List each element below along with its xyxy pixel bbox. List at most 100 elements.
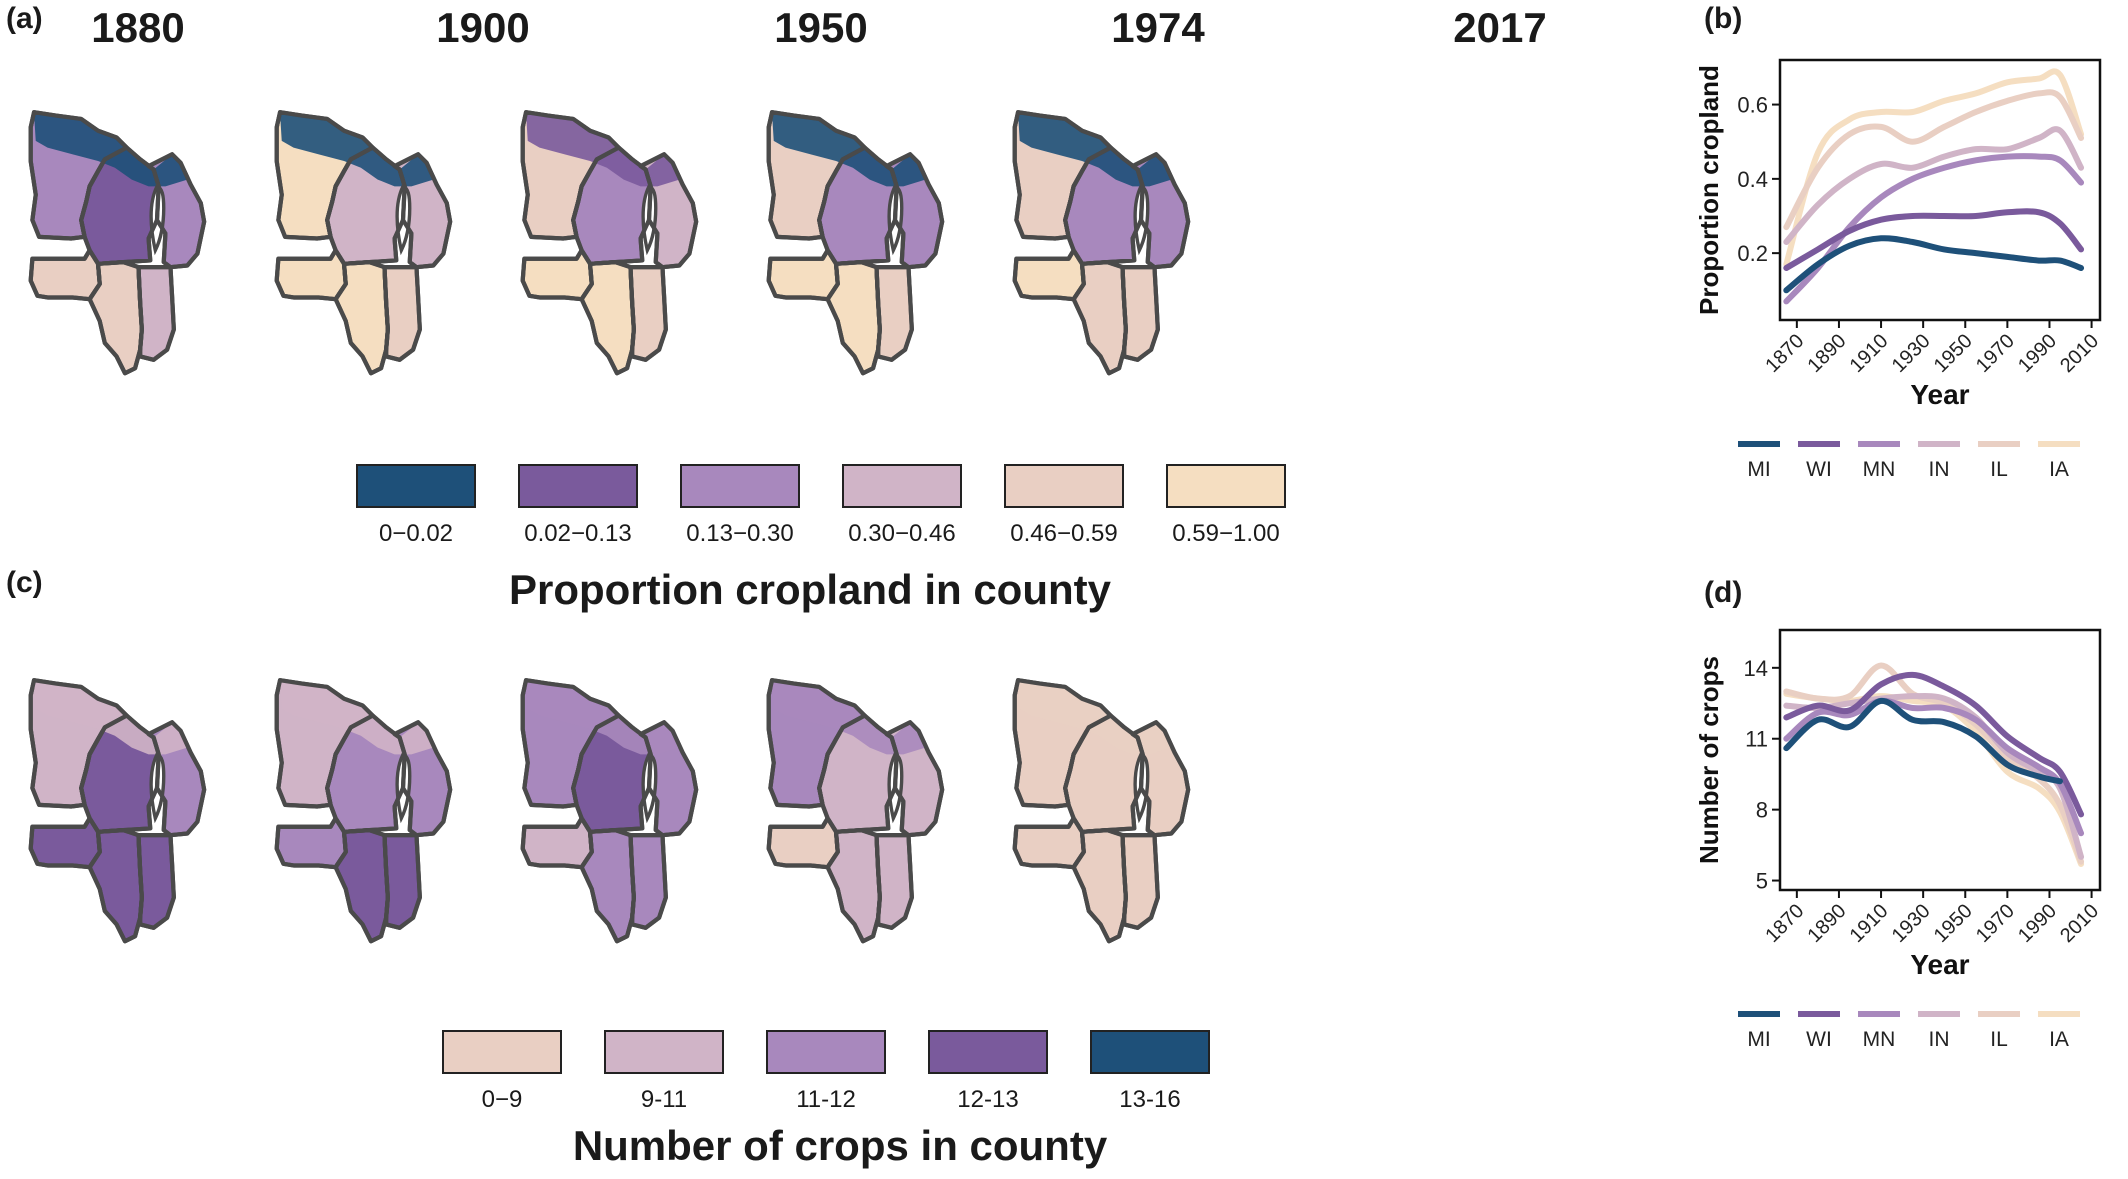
crop-count-legend-label: 12-13 bbox=[957, 1086, 1019, 1113]
legend-label-mi: MI bbox=[1747, 1028, 1770, 1051]
x-tick-label: 1870 bbox=[1761, 900, 1808, 947]
cropland-legend-swatch bbox=[842, 464, 962, 508]
crop-count-legend-swatch bbox=[604, 1030, 724, 1074]
state-map-bottom-1974 bbox=[766, 678, 945, 944]
state-border-in bbox=[382, 833, 422, 930]
y-tick-label: 11 bbox=[1745, 727, 1768, 752]
series-line-ia bbox=[1783, 68, 2085, 268]
cropland-legend-label: 0−0.02 bbox=[378, 520, 454, 547]
x-tick-label: 1950 bbox=[1930, 330, 1977, 377]
state-border-mi bbox=[1130, 720, 1191, 838]
x-tick-label: 1930 bbox=[1888, 900, 1935, 947]
state-border-mi bbox=[638, 152, 699, 270]
plot-frame bbox=[1778, 628, 2102, 892]
year-title-2017: 2017 bbox=[1453, 4, 1547, 51]
series-line-wi bbox=[1783, 671, 2085, 818]
series-line-il bbox=[1783, 89, 2085, 231]
state-map-bottom-2017 bbox=[1012, 678, 1191, 944]
cropland-legend-label: 0.02−0.13 bbox=[524, 520, 632, 547]
crop-count-legend-swatch bbox=[766, 1030, 886, 1074]
cropland-legend-label: 0.46−0.59 bbox=[1010, 520, 1118, 547]
crop-count-legend-swatch bbox=[928, 1030, 1048, 1074]
legend-label-in: IN bbox=[1929, 1028, 1950, 1051]
legend-label-in: IN bbox=[1929, 458, 1950, 481]
x-tick-label: 1990 bbox=[2014, 900, 2061, 947]
cropland-legend-swatch bbox=[356, 464, 476, 508]
x-tick-label: 2010 bbox=[2056, 900, 2103, 947]
x-axis-label: Year bbox=[1910, 949, 1969, 980]
x-tick-label: 1930 bbox=[1888, 330, 1935, 377]
y-tick-label: 0.2 bbox=[1737, 241, 1768, 266]
x-tick-label: 1870 bbox=[1761, 330, 1808, 377]
state-border-in bbox=[874, 833, 914, 930]
state-border-in bbox=[1120, 265, 1160, 362]
legend-label-wi: WI bbox=[1806, 1028, 1832, 1051]
crop-count-legend-swatch bbox=[1090, 1030, 1210, 1074]
cropland-legend-label: 0.13−0.30 bbox=[686, 520, 794, 547]
cropland-legend-swatch bbox=[680, 464, 800, 508]
series-line-mi bbox=[1783, 235, 2085, 294]
y-tick-label: 5 bbox=[1756, 869, 1768, 894]
state-border-mi bbox=[392, 720, 453, 838]
state-map-bottom-1950 bbox=[520, 678, 699, 944]
panel-label-b: (b) bbox=[1704, 2, 1743, 35]
year-title-1880: 1880 bbox=[91, 4, 185, 51]
state-map-top-1900 bbox=[274, 110, 453, 376]
state-border-mi bbox=[146, 720, 207, 838]
state-border-in bbox=[628, 265, 668, 362]
x-tick-label: 1950 bbox=[1930, 900, 1977, 947]
y-tick-label: 8 bbox=[1756, 798, 1768, 823]
x-tick-label: 2010 bbox=[2056, 330, 2103, 377]
cropland-legend-swatch bbox=[1004, 464, 1124, 508]
state-map-top-1880 bbox=[28, 110, 207, 376]
state-border-in bbox=[136, 265, 176, 362]
legend-label-mn: MN bbox=[1863, 458, 1896, 481]
y-tick-label: 14 bbox=[1744, 656, 1768, 681]
state-border-in bbox=[874, 265, 914, 362]
cropland-legend-label: 0.30−0.46 bbox=[848, 520, 956, 547]
plot-frame bbox=[1778, 58, 2102, 322]
x-tick-label: 1990 bbox=[2014, 330, 2061, 377]
x-axis-label: Year bbox=[1910, 379, 1969, 410]
state-map-top-2017 bbox=[1012, 110, 1191, 376]
cropland-legend-label: 0.59−1.00 bbox=[1172, 520, 1280, 547]
x-tick-label: 1890 bbox=[1803, 900, 1850, 947]
legend-label-il: IL bbox=[1990, 1028, 2008, 1051]
state-map-bottom-1880 bbox=[28, 678, 207, 944]
state-map-top-1974 bbox=[766, 110, 945, 376]
legend-label-mn: MN bbox=[1863, 1028, 1896, 1051]
panel-label-c: (c) bbox=[6, 566, 43, 599]
y-axis-label: Number of crops bbox=[1694, 656, 1724, 864]
year-title-1974: 1974 bbox=[1111, 4, 1205, 51]
series-line-mi bbox=[1783, 697, 2063, 785]
series-line-wi bbox=[1783, 208, 2085, 271]
y-tick-label: 0.6 bbox=[1737, 93, 1768, 118]
x-tick-label: 1910 bbox=[1846, 900, 1893, 947]
crop-count-legend-label: 13-16 bbox=[1119, 1086, 1181, 1113]
x-tick-label: 1910 bbox=[1846, 330, 1893, 377]
state-border-in bbox=[628, 833, 668, 930]
series-line-il bbox=[1783, 662, 2085, 865]
state-map-bottom-1900 bbox=[274, 678, 453, 944]
state-map-top-1950 bbox=[520, 110, 699, 376]
cropland-legend-swatch bbox=[1166, 464, 1286, 508]
state-border-in bbox=[136, 833, 176, 930]
x-tick-label: 1890 bbox=[1803, 330, 1850, 377]
year-title-1950: 1950 bbox=[774, 4, 868, 51]
legend-label-wi: WI bbox=[1806, 458, 1832, 481]
crop-count-legend-label: 11-12 bbox=[796, 1086, 856, 1113]
year-title-1900: 1900 bbox=[436, 4, 530, 51]
y-axis-label: Proportion cropland bbox=[1694, 65, 1724, 315]
legend-label-ia: IA bbox=[2049, 1028, 2069, 1051]
state-border-mi bbox=[884, 720, 945, 838]
crop-count-legend-title: Number of crops in county bbox=[572, 1122, 1108, 1169]
state-border-mi bbox=[638, 720, 699, 838]
legend-label-mi: MI bbox=[1747, 458, 1770, 481]
x-tick-label: 1970 bbox=[1972, 900, 2019, 947]
cropland-legend-title: Proportion cropland in county bbox=[509, 566, 1111, 613]
legend-label-il: IL bbox=[1990, 458, 2008, 481]
crop-count-legend-label: 0−9 bbox=[481, 1086, 523, 1113]
state-border-mi bbox=[392, 152, 453, 270]
crop-count-legend-swatch bbox=[442, 1030, 562, 1074]
